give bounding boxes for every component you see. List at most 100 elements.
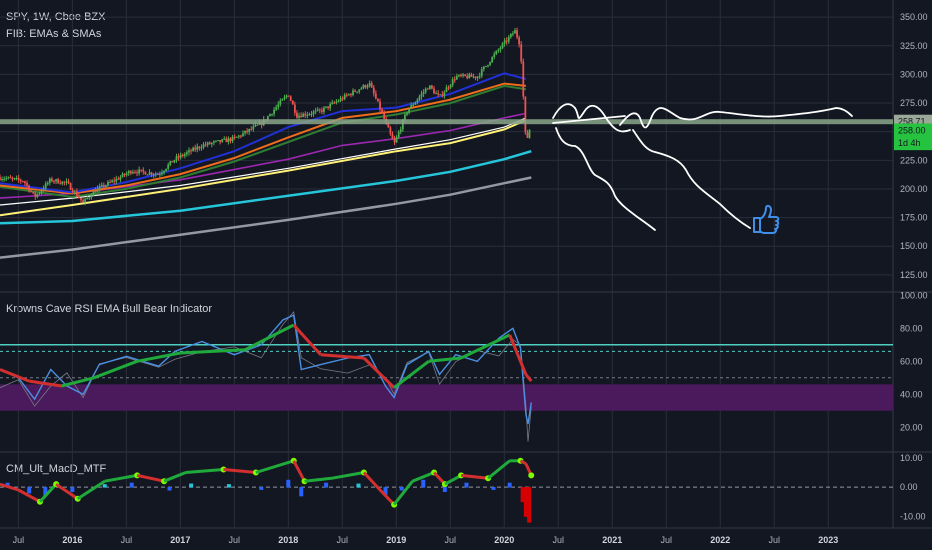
macd-hist-bar — [102, 484, 107, 488]
candle-body — [393, 139, 396, 143]
candle — [196, 143, 199, 153]
candle — [113, 177, 116, 185]
candle — [497, 48, 500, 53]
candle-body — [75, 191, 78, 197]
candle-body — [331, 102, 334, 105]
x-tick-label: Jul — [337, 535, 349, 545]
x-tick-label: 2022 — [710, 535, 730, 545]
candle — [271, 113, 273, 117]
macd-hist-bar — [464, 482, 469, 488]
candle-body — [329, 104, 332, 109]
rsi-ema-segment — [362, 356, 396, 389]
candle-body — [499, 47, 502, 50]
candle — [208, 141, 211, 145]
candle — [223, 136, 226, 140]
candle — [443, 90, 446, 99]
candle-body — [154, 174, 157, 176]
candle-body — [237, 135, 240, 137]
candle-body — [38, 192, 41, 194]
candle — [198, 145, 201, 151]
candle-body — [266, 116, 269, 121]
candle — [277, 101, 280, 110]
drawing-stroke — [632, 129, 751, 229]
candle-body — [514, 30, 516, 34]
candle-body — [30, 190, 33, 192]
candle-body — [428, 85, 431, 89]
candle-body — [208, 142, 211, 145]
candle-body — [281, 99, 284, 101]
rsi-raw-line — [0, 310, 532, 442]
macd-line-segment — [379, 488, 396, 506]
candle — [142, 167, 145, 175]
candle — [63, 181, 66, 186]
candle — [397, 130, 400, 139]
candle-body — [474, 76, 477, 79]
rsi-ema-segment — [61, 376, 95, 388]
candle-body — [489, 62, 491, 65]
candle — [148, 169, 151, 176]
macd-line-segment — [185, 468, 224, 474]
candle-body — [283, 97, 286, 100]
ema-green-line — [0, 84, 527, 199]
sma-yellow-line — [0, 119, 527, 217]
candle — [46, 181, 49, 186]
macd-line-segment — [255, 459, 295, 474]
candle-body — [71, 189, 74, 193]
candle — [368, 80, 371, 88]
candle-body — [347, 94, 350, 96]
candle — [474, 76, 477, 81]
rsi-ema-segment — [393, 360, 430, 389]
candle-body — [404, 114, 406, 120]
candle-body — [13, 178, 16, 180]
candle — [158, 171, 161, 178]
candle-body — [316, 109, 319, 111]
macd-hist-bar — [356, 483, 361, 488]
candle-body — [285, 95, 288, 98]
candle-body — [32, 191, 35, 194]
candle-body — [0, 177, 1, 180]
candle — [212, 140, 215, 146]
macd-line-segment — [487, 459, 511, 480]
candle-body — [478, 75, 481, 77]
candle — [522, 58, 525, 100]
macd-line-segment — [362, 471, 382, 492]
candle-body — [44, 183, 47, 189]
candle-body — [275, 107, 278, 110]
macd-hist-bar — [27, 487, 32, 494]
candle-body — [360, 88, 363, 90]
candle-body — [36, 193, 39, 197]
candle — [337, 99, 340, 103]
candle-body — [46, 182, 49, 184]
candle-body — [244, 130, 246, 134]
candle — [298, 112, 300, 121]
drawing-stroke — [555, 127, 656, 231]
candle-body — [225, 138, 228, 143]
candle-body — [161, 172, 163, 175]
candle-body — [210, 142, 213, 145]
y-tick-label: 325.00 — [900, 41, 928, 51]
candle — [173, 159, 176, 164]
candle — [40, 188, 43, 195]
candle — [320, 107, 323, 115]
candle — [393, 135, 396, 146]
x-tick-label: 2016 — [62, 535, 82, 545]
macd-hist-bar — [189, 483, 194, 488]
sma-white-line — [0, 117, 527, 206]
candle — [154, 171, 157, 178]
candle — [188, 147, 190, 156]
candle-body — [302, 113, 305, 118]
candle-body — [5, 178, 8, 180]
candle-body — [512, 33, 514, 35]
candle — [161, 169, 163, 176]
candle — [275, 104, 278, 112]
candle — [455, 73, 458, 81]
candle-body — [314, 110, 317, 112]
y-tick-label: -10.00 — [900, 511, 926, 521]
candle — [285, 94, 288, 99]
candle-body — [107, 182, 109, 186]
macd-line-segment — [411, 471, 435, 483]
candle-body — [252, 126, 255, 130]
candle — [24, 180, 26, 187]
candle-body — [437, 93, 440, 95]
